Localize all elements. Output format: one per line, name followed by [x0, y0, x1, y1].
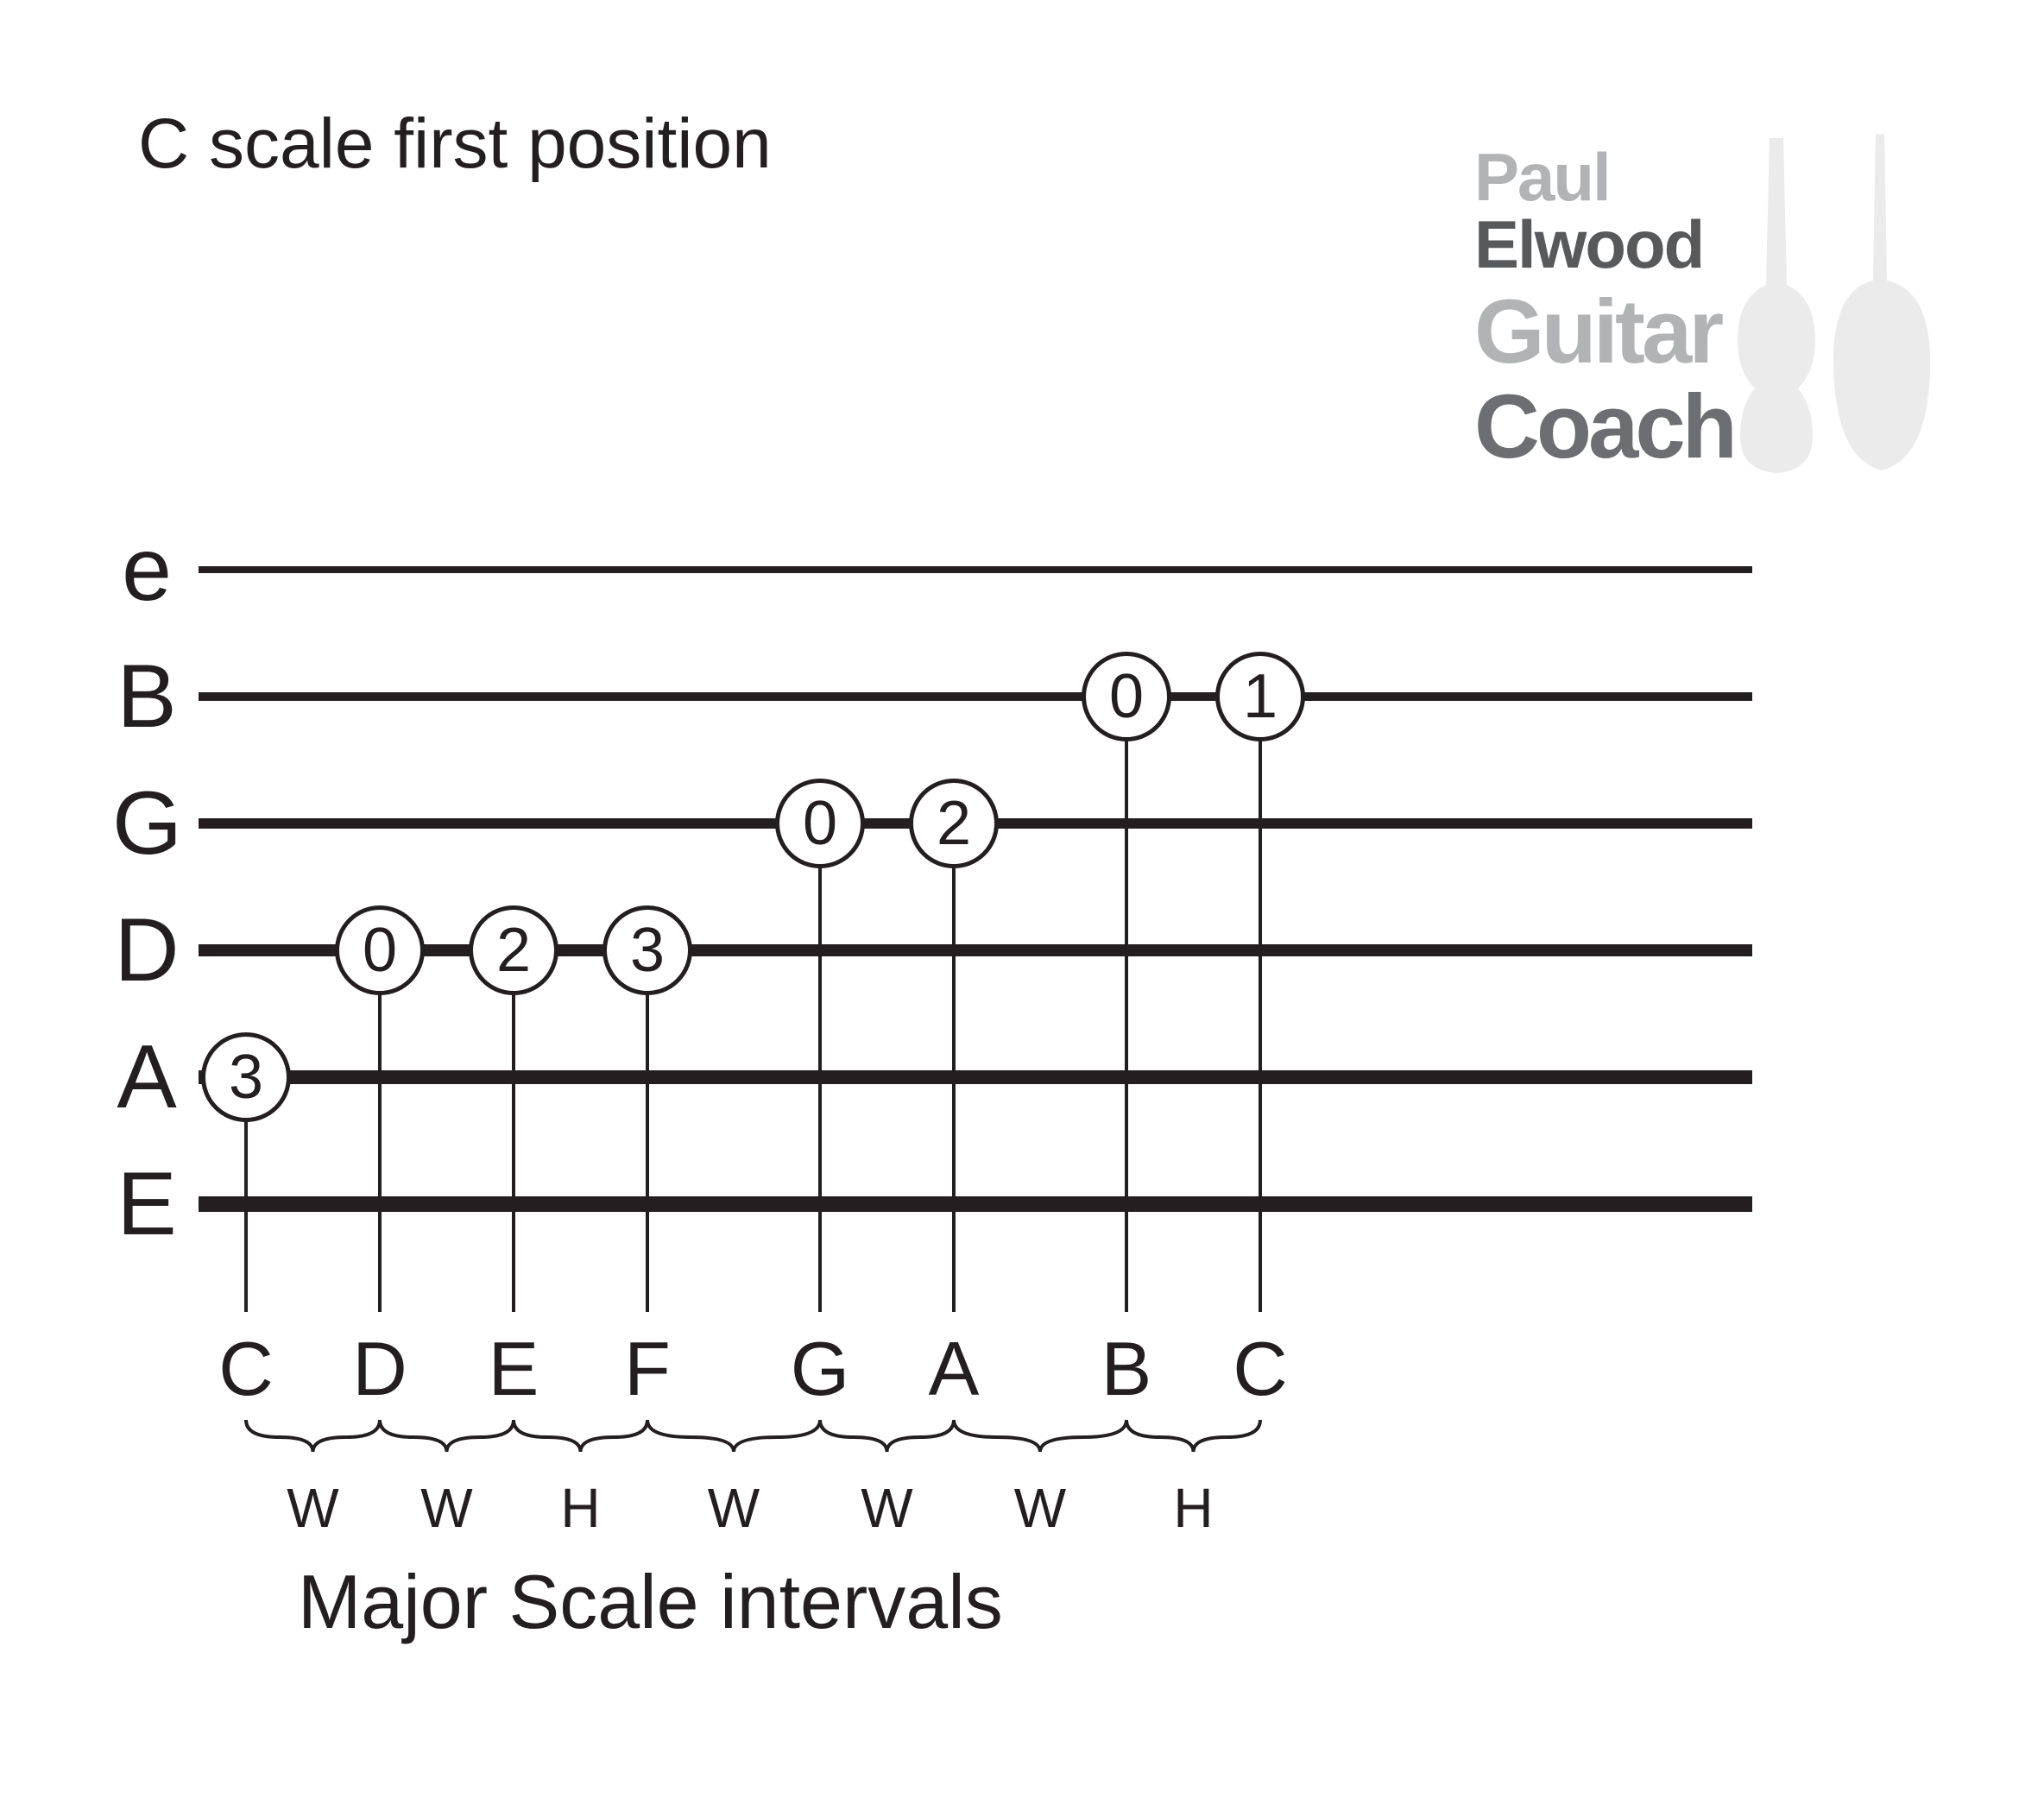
interval-bracket — [505, 1416, 656, 1467]
note-letter: C — [218, 1325, 274, 1413]
string-line — [199, 692, 1752, 701]
string-label-A: A — [112, 1032, 181, 1122]
interval-bracket — [371, 1416, 522, 1467]
finger-position: 2 — [909, 779, 999, 868]
vertical-connector — [1125, 697, 1128, 1312]
string-line — [199, 566, 1752, 573]
string-label-E: E — [112, 1159, 181, 1249]
vertical-connector — [512, 950, 515, 1312]
logo: Paul Elwood Guitar Coach — [1474, 138, 1923, 466]
string-label-G: G — [112, 779, 181, 868]
logo-line-4: Coach — [1474, 375, 1734, 479]
vertical-connector — [952, 823, 956, 1312]
note-letter: C — [1233, 1325, 1288, 1413]
string-label-D: D — [112, 905, 181, 995]
note-letter: E — [489, 1325, 539, 1413]
interval-label: W — [1014, 1476, 1066, 1540]
guitar-silhouette-icon — [1733, 129, 1940, 475]
finger-position: 2 — [469, 905, 558, 995]
vertical-connector — [646, 950, 649, 1312]
string-line — [199, 1196, 1752, 1212]
scale-diagram: Major Scale intervals eBGDAE30230201CDEF… — [112, 518, 1752, 1726]
interval-bracket — [639, 1416, 829, 1467]
note-letter: A — [929, 1325, 980, 1413]
string-line — [199, 1070, 1752, 1084]
interval-label: H — [560, 1476, 600, 1540]
vertical-connector — [1259, 697, 1262, 1312]
interval-label: W — [420, 1476, 472, 1540]
finger-position: 1 — [1215, 652, 1305, 741]
vertical-connector — [378, 950, 382, 1312]
string-label-e: e — [112, 525, 181, 615]
finger-position: 0 — [1082, 652, 1171, 741]
finger-position: 0 — [775, 779, 865, 868]
string-line — [199, 944, 1752, 956]
logo-line-2: Elwood — [1474, 205, 1703, 284]
string-label-B: B — [112, 652, 181, 741]
interval-label: H — [1173, 1476, 1213, 1540]
interval-label: W — [708, 1476, 760, 1540]
intervals-title: Major Scale intervals — [298, 1558, 1003, 1646]
vertical-connector — [818, 823, 822, 1312]
finger-position: 3 — [602, 905, 692, 995]
interval-bracket — [945, 1416, 1135, 1467]
finger-position: 3 — [201, 1032, 291, 1122]
interval-label: W — [861, 1476, 912, 1540]
logo-line-3: Guitar — [1474, 281, 1720, 384]
note-letter: B — [1101, 1325, 1152, 1413]
interval-bracket — [811, 1416, 962, 1467]
note-letter: G — [791, 1325, 849, 1413]
note-letter: D — [352, 1325, 407, 1413]
note-letter: F — [624, 1325, 671, 1413]
finger-position: 0 — [335, 905, 425, 995]
interval-bracket — [1118, 1416, 1269, 1467]
interval-bracket — [237, 1416, 388, 1467]
page-title: C scale first position — [138, 104, 772, 185]
interval-label: W — [287, 1476, 338, 1540]
